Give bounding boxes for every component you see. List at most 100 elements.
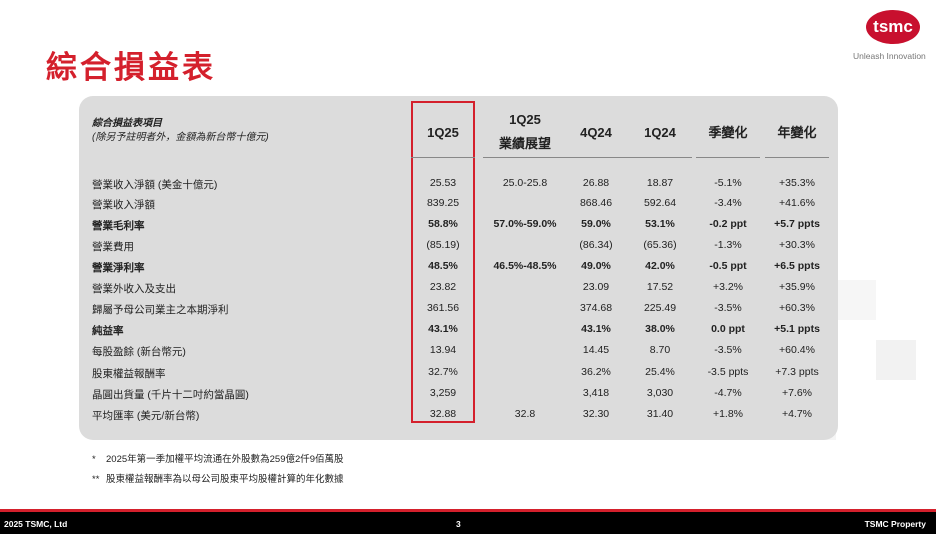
table-cell: 592.64 xyxy=(643,197,677,209)
row-label: 營業淨利率 xyxy=(92,262,145,274)
table-cell: 25.0-25.8 xyxy=(502,177,548,189)
table-cell: 32.7% xyxy=(428,366,458,378)
column-header: 年變化 xyxy=(777,125,817,140)
column-header-underline xyxy=(411,157,475,158)
table-cell: 31.40 xyxy=(646,408,674,420)
table-cell: +4.7% xyxy=(781,408,813,420)
column-header: 季變化 xyxy=(708,125,748,140)
table-cell: 8.70 xyxy=(649,344,671,356)
table-cell: 43.1% xyxy=(428,323,458,335)
table-cell: (65.36) xyxy=(643,239,677,251)
table-cell: +7.6% xyxy=(781,387,813,399)
table-cell: +6.5 ppts xyxy=(774,260,820,272)
highlight-1q25-column xyxy=(411,101,475,423)
row-label: 每股盈餘 (新台幣元) xyxy=(92,346,186,358)
table-cell: 3,030 xyxy=(646,387,674,399)
table-cell: 49.0% xyxy=(581,260,611,272)
column-header-underline xyxy=(696,157,760,158)
table-cell: 53.1% xyxy=(645,218,675,230)
row-label: 歸屬予母公司業主之本期淨利 xyxy=(92,304,229,316)
logo-tagline: Unleash Innovation xyxy=(853,51,926,61)
table-cell: 868.46 xyxy=(579,197,613,209)
row-label: 營業收入淨額 (美金十億元) xyxy=(92,179,218,191)
table-row: 每股盈餘 (新台幣元) 13.94 14.45 8.70 -3.5% +60.4% xyxy=(0,341,936,361)
footnote-2: ** 股東權益報酬率為以母公司股東平均股權計算的年化數據 xyxy=(92,470,344,490)
table-row: 股東權益報酬率 32.7% 36.2% 25.4% -3.5 ppts +7.3 ppts xyxy=(0,363,936,383)
table-cell: 57.0%-59.0% xyxy=(493,218,557,230)
row-label: 營業收入淨額 xyxy=(92,199,155,211)
table-row: 營業外收入及支出 23.82 23.09 17.52 +3.2% +35.9% xyxy=(0,278,936,298)
table-cell: 26.88 xyxy=(582,177,610,189)
table-cell: 43.1% xyxy=(581,323,611,335)
table-cell: +35.9% xyxy=(779,281,815,293)
table-cell: -4.7% xyxy=(714,387,742,399)
table-cell: 23.09 xyxy=(582,281,610,293)
footnote-mark: * xyxy=(92,454,96,465)
table-panel xyxy=(79,96,838,440)
column-header: 1Q25 業績展望 xyxy=(498,112,551,151)
table-cell: -1.3% xyxy=(714,239,742,251)
table-cell: 0.0 ppt xyxy=(711,323,745,335)
row-label: 營業費用 xyxy=(92,241,134,253)
table-cell: +35.3% xyxy=(779,177,815,189)
table-header-item: 綜合損益表項目 (除另予註明者外，金額為新台幣十億元) xyxy=(92,117,269,145)
row-label: 平均匯率 (美元/新台幣) xyxy=(92,410,200,422)
table-cell: 36.2% xyxy=(581,366,611,378)
table-cell: 46.5%-48.5% xyxy=(493,260,557,272)
table-row: 晶圓出貨量 (千片十二吋約當晶圓) 3,259 3,418 3,030 -4.7% +7.… xyxy=(0,384,936,404)
table-cell: 374.68 xyxy=(579,302,613,314)
table-cell: 3,259 xyxy=(429,387,457,399)
row-label: 營業毛利率 xyxy=(92,220,145,232)
row-label: 股東權益報酬率 xyxy=(92,368,166,380)
table-cell: +5.1 ppts xyxy=(774,323,820,335)
table-cell: +1.8% xyxy=(712,408,744,420)
footer-bar: 2025 TSMC, Ltd 3 TSMC Property xyxy=(0,509,936,534)
table-cell: +5.7 ppts xyxy=(774,218,820,230)
tsmc-logo: tsmc xyxy=(866,10,920,44)
footnotes: * 2025年第一季加權平均流通在外股數為259億2仟9佰萬股 ** 股東權益報酬率… xyxy=(92,450,344,490)
table-cell: +30.3% xyxy=(779,239,815,251)
table-cell: 25.53 xyxy=(429,177,457,189)
table-cell: 23.82 xyxy=(429,281,457,293)
table-cell: (85.19) xyxy=(426,239,460,251)
table-cell: 42.0% xyxy=(645,260,675,272)
table-cell: 59.0% xyxy=(581,218,611,230)
table-cell: 38.0% xyxy=(645,323,675,335)
row-label: 營業外收入及支出 xyxy=(92,283,176,295)
table-cell: 3,418 xyxy=(582,387,610,399)
table-cell: -5.1% xyxy=(714,177,742,189)
table-cell: 25.4% xyxy=(645,366,675,378)
table-cell: -0.5 ppt xyxy=(709,260,747,272)
footer-divider xyxy=(0,509,936,512)
item-subtitle: (除另予註明者外，金額為新台幣十億元) xyxy=(92,132,269,143)
table-row: 營業費用 (85.19) (86.34) (65.36) -1.3% +30.3% xyxy=(0,236,936,256)
table-row: 純益率 43.1% 43.1% 38.0% 0.0 ppt +5.1 ppts xyxy=(0,320,936,340)
footnote-1: * 2025年第一季加權平均流通在外股數為259億2仟9佰萬股 xyxy=(92,450,344,470)
table-cell: +60.3% xyxy=(779,302,815,314)
footer-copyright: 2025 TSMC, Ltd xyxy=(4,519,68,529)
table-cell: 58.8% xyxy=(428,218,458,230)
row-label: 晶圓出貨量 (千片十二吋約當晶圓) xyxy=(92,389,249,401)
table-cell: 18.87 xyxy=(646,177,674,189)
page-title: 綜合損益表 xyxy=(46,50,216,86)
table-cell: 32.30 xyxy=(582,408,610,420)
table-cell: +60.4% xyxy=(779,344,815,356)
column-header: 4Q24 xyxy=(580,125,612,140)
table-cell: +41.6% xyxy=(779,197,815,209)
table-cell: 225.49 xyxy=(643,302,677,314)
item-title: 綜合損益表項目 xyxy=(92,118,162,129)
table-row: 平均匯率 (美元/新台幣) 32.88 32.8 32.30 31.40 +1.8% +4.… xyxy=(0,405,936,425)
page-number: 3 xyxy=(456,519,461,529)
table-row: 營業收入淨額 (美金十億元) 25.53 25.0-25.8 26.88 18.87 -5… xyxy=(0,174,936,194)
row-label: 純益率 xyxy=(92,325,124,337)
footnote-text: 2025年第一季加權平均流通在外股數為259億2仟9佰萬股 xyxy=(106,454,344,465)
table-cell: 48.5% xyxy=(428,260,458,272)
table-row: 營業收入淨額 839.25 868.46 592.64 -3.4% +41.6% xyxy=(0,194,936,214)
table-cell: 14.45 xyxy=(582,344,610,356)
table-cell: +7.3 ppts xyxy=(775,366,819,378)
table-cell: -3.4% xyxy=(714,197,742,209)
table-cell: -3.5% xyxy=(714,302,742,314)
column-header: 1Q24 xyxy=(644,125,676,140)
table-cell: 361.56 xyxy=(426,302,460,314)
table-row: 歸屬予母公司業主之本期淨利 361.56 374.68 225.49 -3.5% +60.… xyxy=(0,299,936,319)
